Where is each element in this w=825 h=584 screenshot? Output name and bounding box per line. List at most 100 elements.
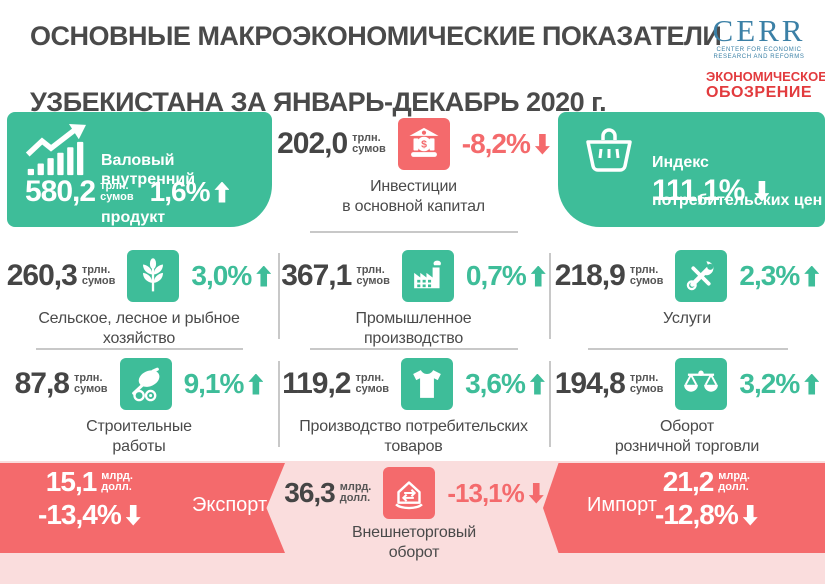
turnover-cell: 36,3 млрд. долл. -13,1% Внешнеторговый о… <box>280 467 548 563</box>
export-change: -13,4% <box>38 499 141 531</box>
industry-cell: 367,1 трлн. сумов 0,7% Промышленное прои… <box>278 250 549 349</box>
services-units: трлн. сумов <box>629 264 664 287</box>
investments-label: Инвестиции в основной капитал <box>342 178 485 215</box>
gdp-change: 1,6% <box>150 176 230 208</box>
import-change: -12,8% <box>655 499 758 531</box>
investments-value-row: 202,0 трлн. сумов $ -8,2% <box>277 118 550 170</box>
export-values: 15,1 млрд. долл. -13,4% <box>38 467 141 531</box>
bar-chart-growth-icon <box>25 124 86 176</box>
consumer-goods-label: Производство потребительских товаров <box>299 418 528 455</box>
trade-band: 15,1 млрд. долл. -13,4% Экспорт Импорт 2… <box>0 461 825 584</box>
gdp-card: Валовый внутренний продукт 580,2 трлн. с… <box>7 112 272 227</box>
gdp-units: трлн. сумов <box>100 180 134 203</box>
investments-change: -8,2% <box>462 128 550 160</box>
consumer-goods-value: 119,2 <box>282 367 351 400</box>
cpi-value-row: 111,1% <box>652 174 770 207</box>
agriculture-cell: 260,3 трлн. сумов 3,0% Сельское, лесное … <box>0 250 278 349</box>
export-arrow-band: 15,1 млрд. долл. -13,4% Экспорт <box>0 463 285 553</box>
import-label: Импорт <box>587 494 657 516</box>
down-arrow-icon <box>742 504 758 526</box>
divider <box>278 361 280 447</box>
turnover-units: млрд. долл. <box>339 481 372 504</box>
turnover-change: -13,1% <box>447 478 544 509</box>
gdp-title: Валовый внутренний продукт <box>101 152 196 226</box>
up-arrow-icon <box>530 265 546 287</box>
services-label: Услуги <box>662 310 711 327</box>
retail-value: 194,8 <box>554 367 626 400</box>
page-title-line2: УЗБЕКИСТАНА ЗА ЯНВАРЬ-ДЕКАБРЬ 2020 г. <box>30 87 607 117</box>
down-arrow-icon <box>534 133 550 155</box>
page-title: ОСНОВНЫЕ МАКРОЭКОНОМИЧЕСКИЕ ПОКАЗАТЕЛИ У… <box>30 20 722 119</box>
divider <box>310 348 518 350</box>
up-arrow-icon <box>804 373 820 395</box>
agriculture-value: 260,3 <box>6 259 78 292</box>
export-units: млрд. долл. <box>101 470 133 493</box>
divider <box>549 361 551 447</box>
industry-change: 0,7% <box>466 260 546 292</box>
down-arrow-icon <box>125 504 141 526</box>
factory-icon <box>401 250 454 302</box>
export-value: 15,1 <box>45 466 97 497</box>
divider <box>549 253 551 339</box>
consumer-goods-cell: 119,2 трлн. сумов 3,6% Производство потр… <box>278 358 549 457</box>
tools-icon <box>675 250 728 302</box>
up-arrow-icon <box>804 265 820 287</box>
industry-units: трлн. сумов <box>356 264 390 287</box>
divider <box>310 231 518 233</box>
import-units: млрд. долл. <box>718 470 750 493</box>
up-arrow-icon <box>248 373 264 395</box>
retail-change: 3,2% <box>739 368 820 400</box>
down-arrow-icon <box>528 482 544 504</box>
cpi-value: 111,1% <box>652 174 745 207</box>
agriculture-change: 3,0% <box>191 260 272 292</box>
cerr-logo: CERR CENTER FOR ECONOMIC RESEARCH AND RE… <box>700 13 825 102</box>
concrete-mixer-icon <box>119 358 172 410</box>
trade-house-icon <box>383 467 436 519</box>
svg-text:$: $ <box>421 139 427 151</box>
investments-cell: 202,0 трлн. сумов $ -8,2% Инвестиции в о… <box>277 118 550 217</box>
retail-cell: 194,8 трлн. сумов 3,2% Оборот розничной … <box>549 358 825 457</box>
tshirt-icon <box>401 358 454 410</box>
industry-label: Промышленное производство <box>355 310 472 347</box>
retail-label: Оборот розничной торговли <box>614 418 760 455</box>
agriculture-label: Сельское, лесное и рыбное хозяйство <box>38 310 240 347</box>
construction-label: Строительные работы <box>86 418 192 455</box>
services-cell: 218,9 трлн. сумов 2,3% Услуги <box>549 250 825 329</box>
industry-value: 367,1 <box>281 259 352 292</box>
page-title-line1: ОСНОВНЫЕ МАКРОЭКОНОМИЧЕСКИЕ ПОКАЗАТЕЛИ <box>30 21 722 51</box>
turnover-label: Внешнеторговый оборот <box>352 524 476 561</box>
export-label: Экспорт <box>192 494 268 516</box>
construction-value: 87,8 <box>14 367 70 400</box>
cerr-logo-subtitle: CENTER FOR ECONOMIC RESEARCH AND REFORMS <box>713 47 805 60</box>
import-value: 21,2 <box>662 466 714 497</box>
consumer-goods-units: трлн. сумов <box>355 372 390 395</box>
wheat-icon <box>127 250 180 302</box>
investments-value: 202,0 <box>277 127 348 160</box>
gdp-value-row: 580,2 трлн. сумов 1,6% <box>25 175 230 208</box>
retail-units: трлн. сумов <box>629 372 664 395</box>
services-change: 2,3% <box>739 260 820 292</box>
agriculture-units: трлн. сумов <box>81 264 116 287</box>
down-arrow-icon <box>754 180 770 202</box>
cpi-card: Индекс потребительских цен 111,1% <box>558 112 825 227</box>
up-arrow-icon <box>529 373 545 395</box>
investments-units: трлн. сумов <box>352 132 386 155</box>
divider <box>588 348 788 350</box>
construction-change: 9,1% <box>184 368 264 400</box>
logo-tagline-line2: ОБОЗРЕНИЕ <box>706 84 812 101</box>
divider <box>278 253 280 339</box>
import-values: 21,2 млрд. долл. -12,8% <box>655 467 758 531</box>
import-arrow-band: Импорт 21,2 млрд. долл. -12,8% <box>543 463 825 553</box>
turnover-value: 36,3 <box>284 477 335 508</box>
up-arrow-icon <box>214 181 230 203</box>
construction-units: трлн. сумов <box>73 372 108 395</box>
up-arrow-icon <box>256 265 272 287</box>
bank-icon: $ <box>397 118 450 170</box>
consumer-goods-change: 3,6% <box>465 368 545 400</box>
services-value: 218,9 <box>554 259 626 292</box>
divider <box>36 348 243 350</box>
cerr-logo-acronym: CERR <box>712 13 806 48</box>
gdp-value: 580,2 <box>25 175 96 208</box>
scales-icon <box>675 358 728 410</box>
